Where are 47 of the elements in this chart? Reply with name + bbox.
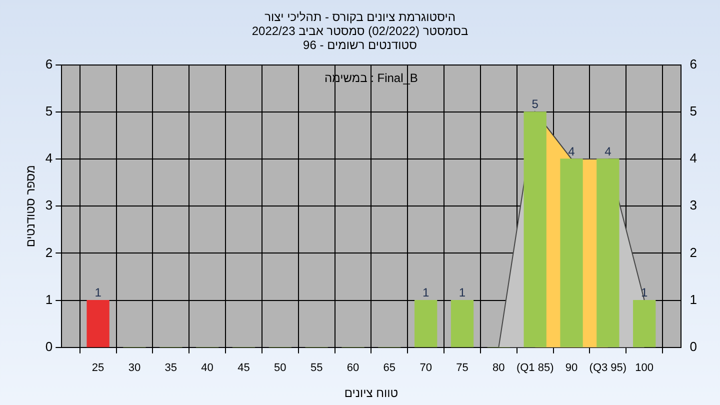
y2-tick-label: 4: [690, 150, 698, 166]
x-axis-title: טווח ציונים: [344, 386, 398, 400]
y2-tick-label: 3: [690, 198, 698, 213]
y-axis-title: מספר סטודנטים: [24, 165, 38, 248]
data-label: 1: [458, 286, 466, 300]
x-tick-label: 25: [92, 362, 104, 374]
x-tick-label: (Q3 95): [589, 362, 627, 374]
bar: [596, 158, 620, 348]
data-label: 1: [422, 286, 430, 300]
x-tick-label: 70: [420, 362, 432, 374]
y-tick-label: 4: [45, 150, 53, 166]
data-label: 5: [532, 97, 539, 112]
x-tick-label: 65: [383, 362, 396, 374]
bar: [560, 158, 583, 348]
data-label: 1: [94, 286, 102, 300]
x-tick-label: 45: [238, 362, 250, 374]
y2-tick-label: 2: [690, 244, 698, 260]
x-tick-label: 35: [164, 362, 178, 374]
y-tick-label: 5: [45, 103, 53, 118]
x-tick-label: 60: [346, 362, 360, 374]
x-tick-label: 30: [128, 362, 141, 374]
bar: [414, 300, 438, 348]
y-tick-label: 0: [45, 338, 53, 354]
data-label: 4: [568, 144, 576, 158]
y-tick-label: 3: [45, 198, 53, 213]
x-tick-label: 80: [492, 362, 505, 374]
chart-subtitle: בסמסטר (02/2022) סמסטר אביב 2022/23 סטודנטים רשומים - 96: [250, 24, 470, 52]
bar: [450, 300, 474, 348]
bar: [633, 300, 656, 348]
bar: [86, 300, 110, 348]
y2-tick-label: 0: [690, 338, 698, 354]
x-tick-label: 100: [635, 362, 654, 374]
y2-tick-label: 1: [690, 292, 698, 307]
x-tick-label: (Q1 85): [516, 362, 554, 374]
x-tick-label: 50: [274, 362, 286, 374]
y2-tick-label: 5: [690, 103, 698, 118]
data-label: 4: [604, 144, 612, 158]
chart-title: היסטוגרמת ציונים בקורס - תהליכי יצור: [264, 10, 456, 24]
x-tick-label: 90: [565, 362, 578, 374]
bar: [524, 112, 546, 348]
y-tick-label: 1: [45, 292, 53, 307]
x-tick-label: 75: [456, 362, 468, 374]
x-tick-label: 55: [310, 362, 323, 374]
y2-tick-label: 6: [690, 56, 698, 72]
y-tick-label: 6: [45, 56, 53, 72]
y-tick-label: 2: [45, 244, 53, 260]
x-tick-label: 40: [201, 362, 214, 374]
